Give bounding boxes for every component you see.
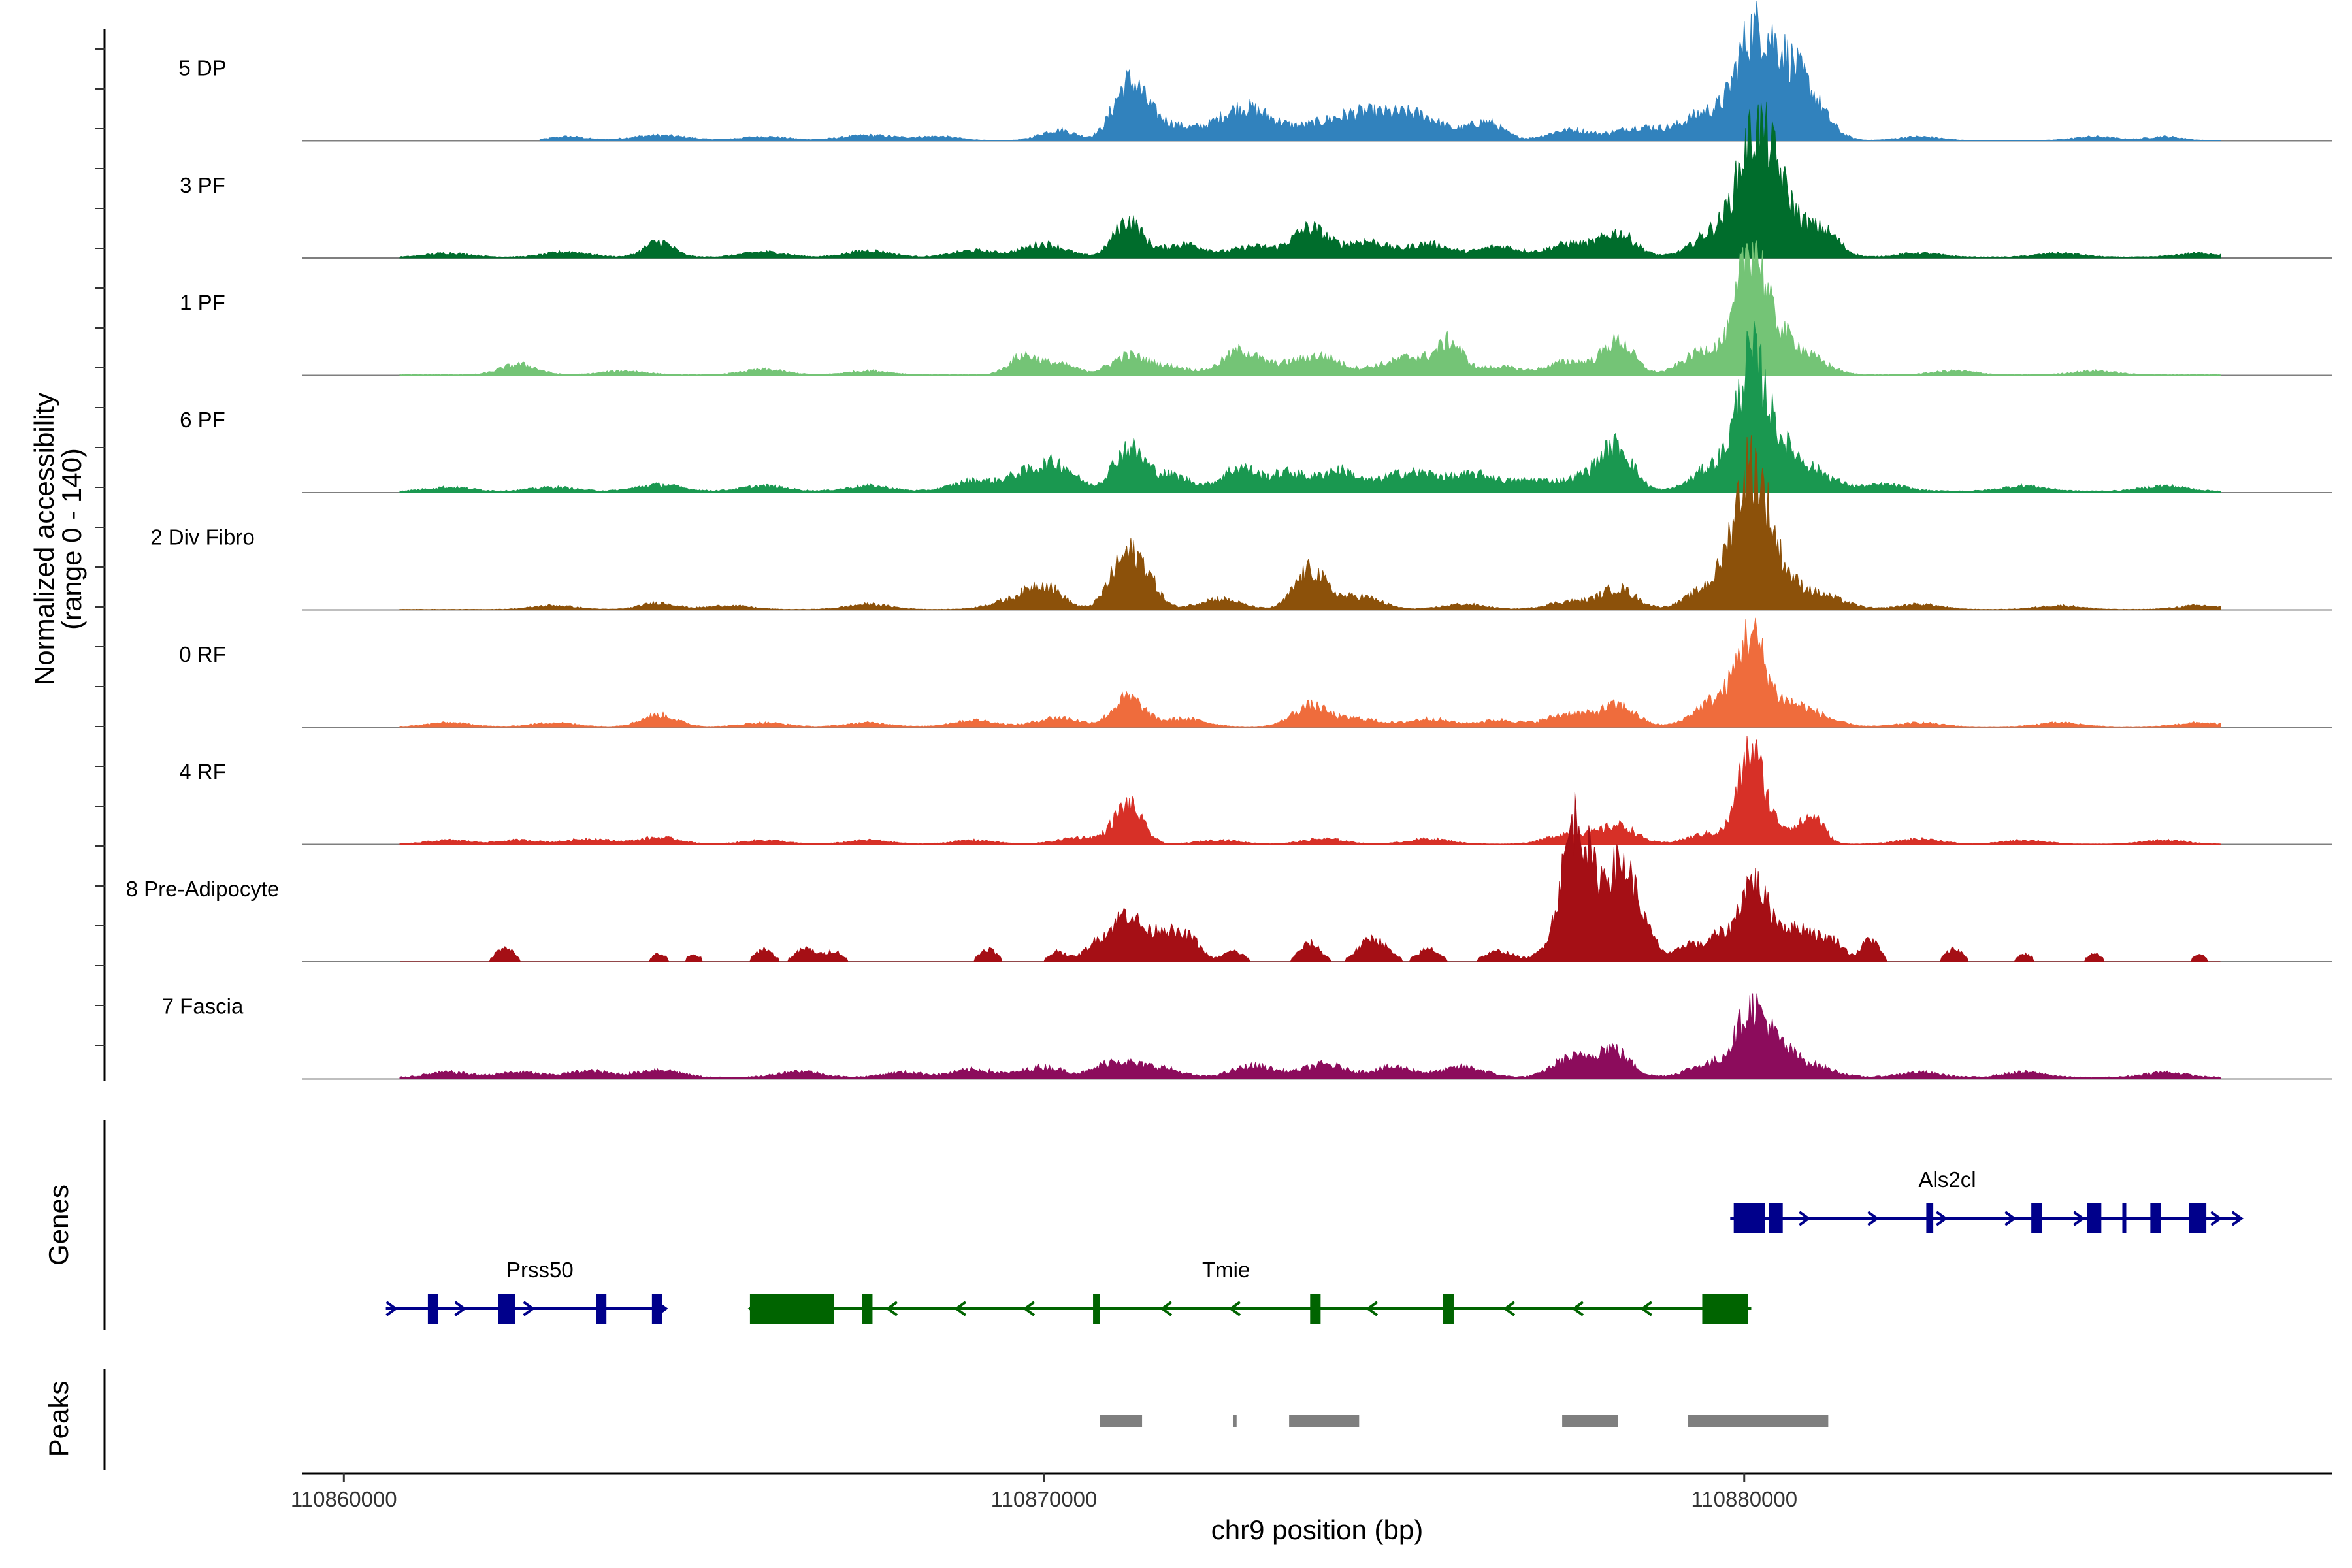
- gene-exon: [862, 1294, 872, 1324]
- track-label: 3 PF: [180, 173, 225, 197]
- peak-region: [1289, 1415, 1359, 1427]
- track-label: 2 Div Fibro: [150, 525, 255, 549]
- peak-region: [1688, 1415, 1828, 1427]
- gene-label: Als2cl: [1919, 1168, 1976, 1192]
- track-label: 0 RF: [179, 642, 226, 666]
- gene-exon: [1769, 1203, 1782, 1233]
- track-label: 7 Fascia: [162, 994, 244, 1019]
- peak-region: [1100, 1415, 1142, 1427]
- y-axis-title: Normalized accessibility: [29, 393, 59, 685]
- genes-panel-title: Genes: [43, 1184, 74, 1266]
- gene-exon: [2122, 1203, 2126, 1233]
- gene-exon: [1310, 1294, 1320, 1324]
- peak-region: [1562, 1415, 1618, 1427]
- peak-region: [1233, 1415, 1236, 1427]
- gene-exon: [428, 1294, 438, 1324]
- gene-exon: [2031, 1203, 2042, 1233]
- gene-label: Tmie: [1202, 1258, 1250, 1282]
- track-label: 6 PF: [180, 408, 225, 432]
- gene-exon: [498, 1294, 515, 1324]
- track-label: 8 Pre-Adipocyte: [126, 877, 280, 901]
- gene-exon: [1093, 1294, 1100, 1324]
- x-tick-label: 110880000: [1691, 1487, 1797, 1511]
- gene-exon: [652, 1294, 662, 1324]
- genome-browser-figure: Normalized accessibility (range 0 - 140)…: [0, 0, 2352, 1568]
- gene-exon: [2087, 1203, 2101, 1233]
- x-tick-label: 110870000: [991, 1487, 1098, 1511]
- gene-exon: [750, 1294, 834, 1324]
- background: [0, 0, 2352, 1568]
- gene-label: Prss50: [506, 1258, 574, 1282]
- gene-exon: [2150, 1203, 2161, 1233]
- peaks-panel-title: Peaks: [43, 1381, 74, 1458]
- gene-exon: [1702, 1294, 1748, 1324]
- x-tick-label: 110860000: [291, 1487, 397, 1511]
- gene-exon: [1443, 1294, 1454, 1324]
- gene-exon: [596, 1294, 606, 1324]
- y-axis-range-label: (range 0 - 140): [56, 448, 87, 630]
- gene-exon: [1734, 1203, 1765, 1233]
- track-label: 1 PF: [180, 291, 225, 315]
- gene-exon: [1926, 1203, 1933, 1233]
- track-label: 4 RF: [179, 760, 226, 784]
- track-label: 5 DP: [178, 56, 226, 80]
- gene-exon: [2189, 1203, 2206, 1233]
- x-axis-title: chr9 position (bp): [1211, 1514, 1424, 1545]
